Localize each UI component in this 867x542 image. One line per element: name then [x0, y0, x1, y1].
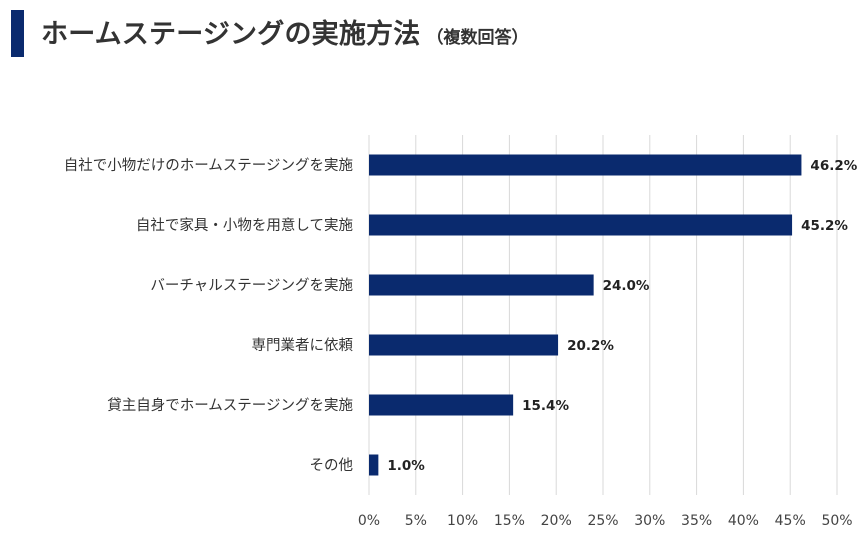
chart-title: ホームステージングの実施方法 — [41, 19, 421, 50]
x-tick-label: 0% — [358, 513, 380, 529]
data-label: 24.0% — [603, 278, 650, 294]
data-labels: 46.2% 45.2% 24.0% 20.2% 15.4% 1.0% — [387, 158, 857, 474]
category-labels: 自社で小物だけのホームステージングを実施自社で家具・小物を用意して実施バーチャル… — [64, 157, 354, 474]
chart-subtitle: （複数回答） — [426, 28, 529, 48]
x-tick-label: 45% — [775, 513, 806, 529]
bars — [369, 154, 802, 476]
category-label: 貸主自身でホームステージングを実施 — [107, 397, 353, 414]
bar-2 — [369, 274, 594, 296]
title-wrap: ホームステージングの実施方法 （複数回答） — [41, 12, 528, 51]
title-accent-bar — [11, 10, 24, 57]
bar-4 — [369, 394, 514, 416]
x-tick-label: 50% — [821, 513, 852, 529]
data-label: 15.4% — [522, 398, 569, 414]
x-tick-label: 20% — [541, 513, 572, 529]
x-tick-label: 15% — [494, 513, 525, 529]
bar-1 — [369, 214, 793, 236]
x-tick-label: 10% — [447, 513, 478, 529]
gridlines — [368, 135, 838, 495]
x-tick-label: 25% — [587, 513, 618, 529]
category-label: バーチャルステージングを実施 — [150, 277, 353, 294]
category-label: 自社で小物だけのホームステージングを実施 — [64, 157, 353, 174]
bar-3 — [369, 334, 559, 356]
bar-5 — [369, 454, 379, 476]
x-tick-label: 30% — [634, 513, 665, 529]
data-label: 1.0% — [387, 458, 425, 474]
bar-0 — [369, 154, 802, 176]
chart-header: ホームステージングの実施方法 （複数回答） — [0, 0, 867, 70]
category-label: その他 — [310, 457, 354, 474]
data-label: 46.2% — [810, 158, 857, 174]
x-axis-ticks: 0% 5% 10% 15% 20% 25% 30% 35% 40% 45% 50% — [358, 513, 853, 529]
data-label: 45.2% — [801, 218, 848, 234]
category-label: 専門業者に依頼 — [252, 337, 354, 354]
x-tick-label: 35% — [681, 513, 712, 529]
category-label: 自社で家具・小物を用意して実施 — [136, 216, 353, 234]
x-tick-label: 5% — [405, 513, 427, 529]
data-label: 20.2% — [567, 338, 614, 354]
x-tick-label: 40% — [728, 513, 759, 529]
